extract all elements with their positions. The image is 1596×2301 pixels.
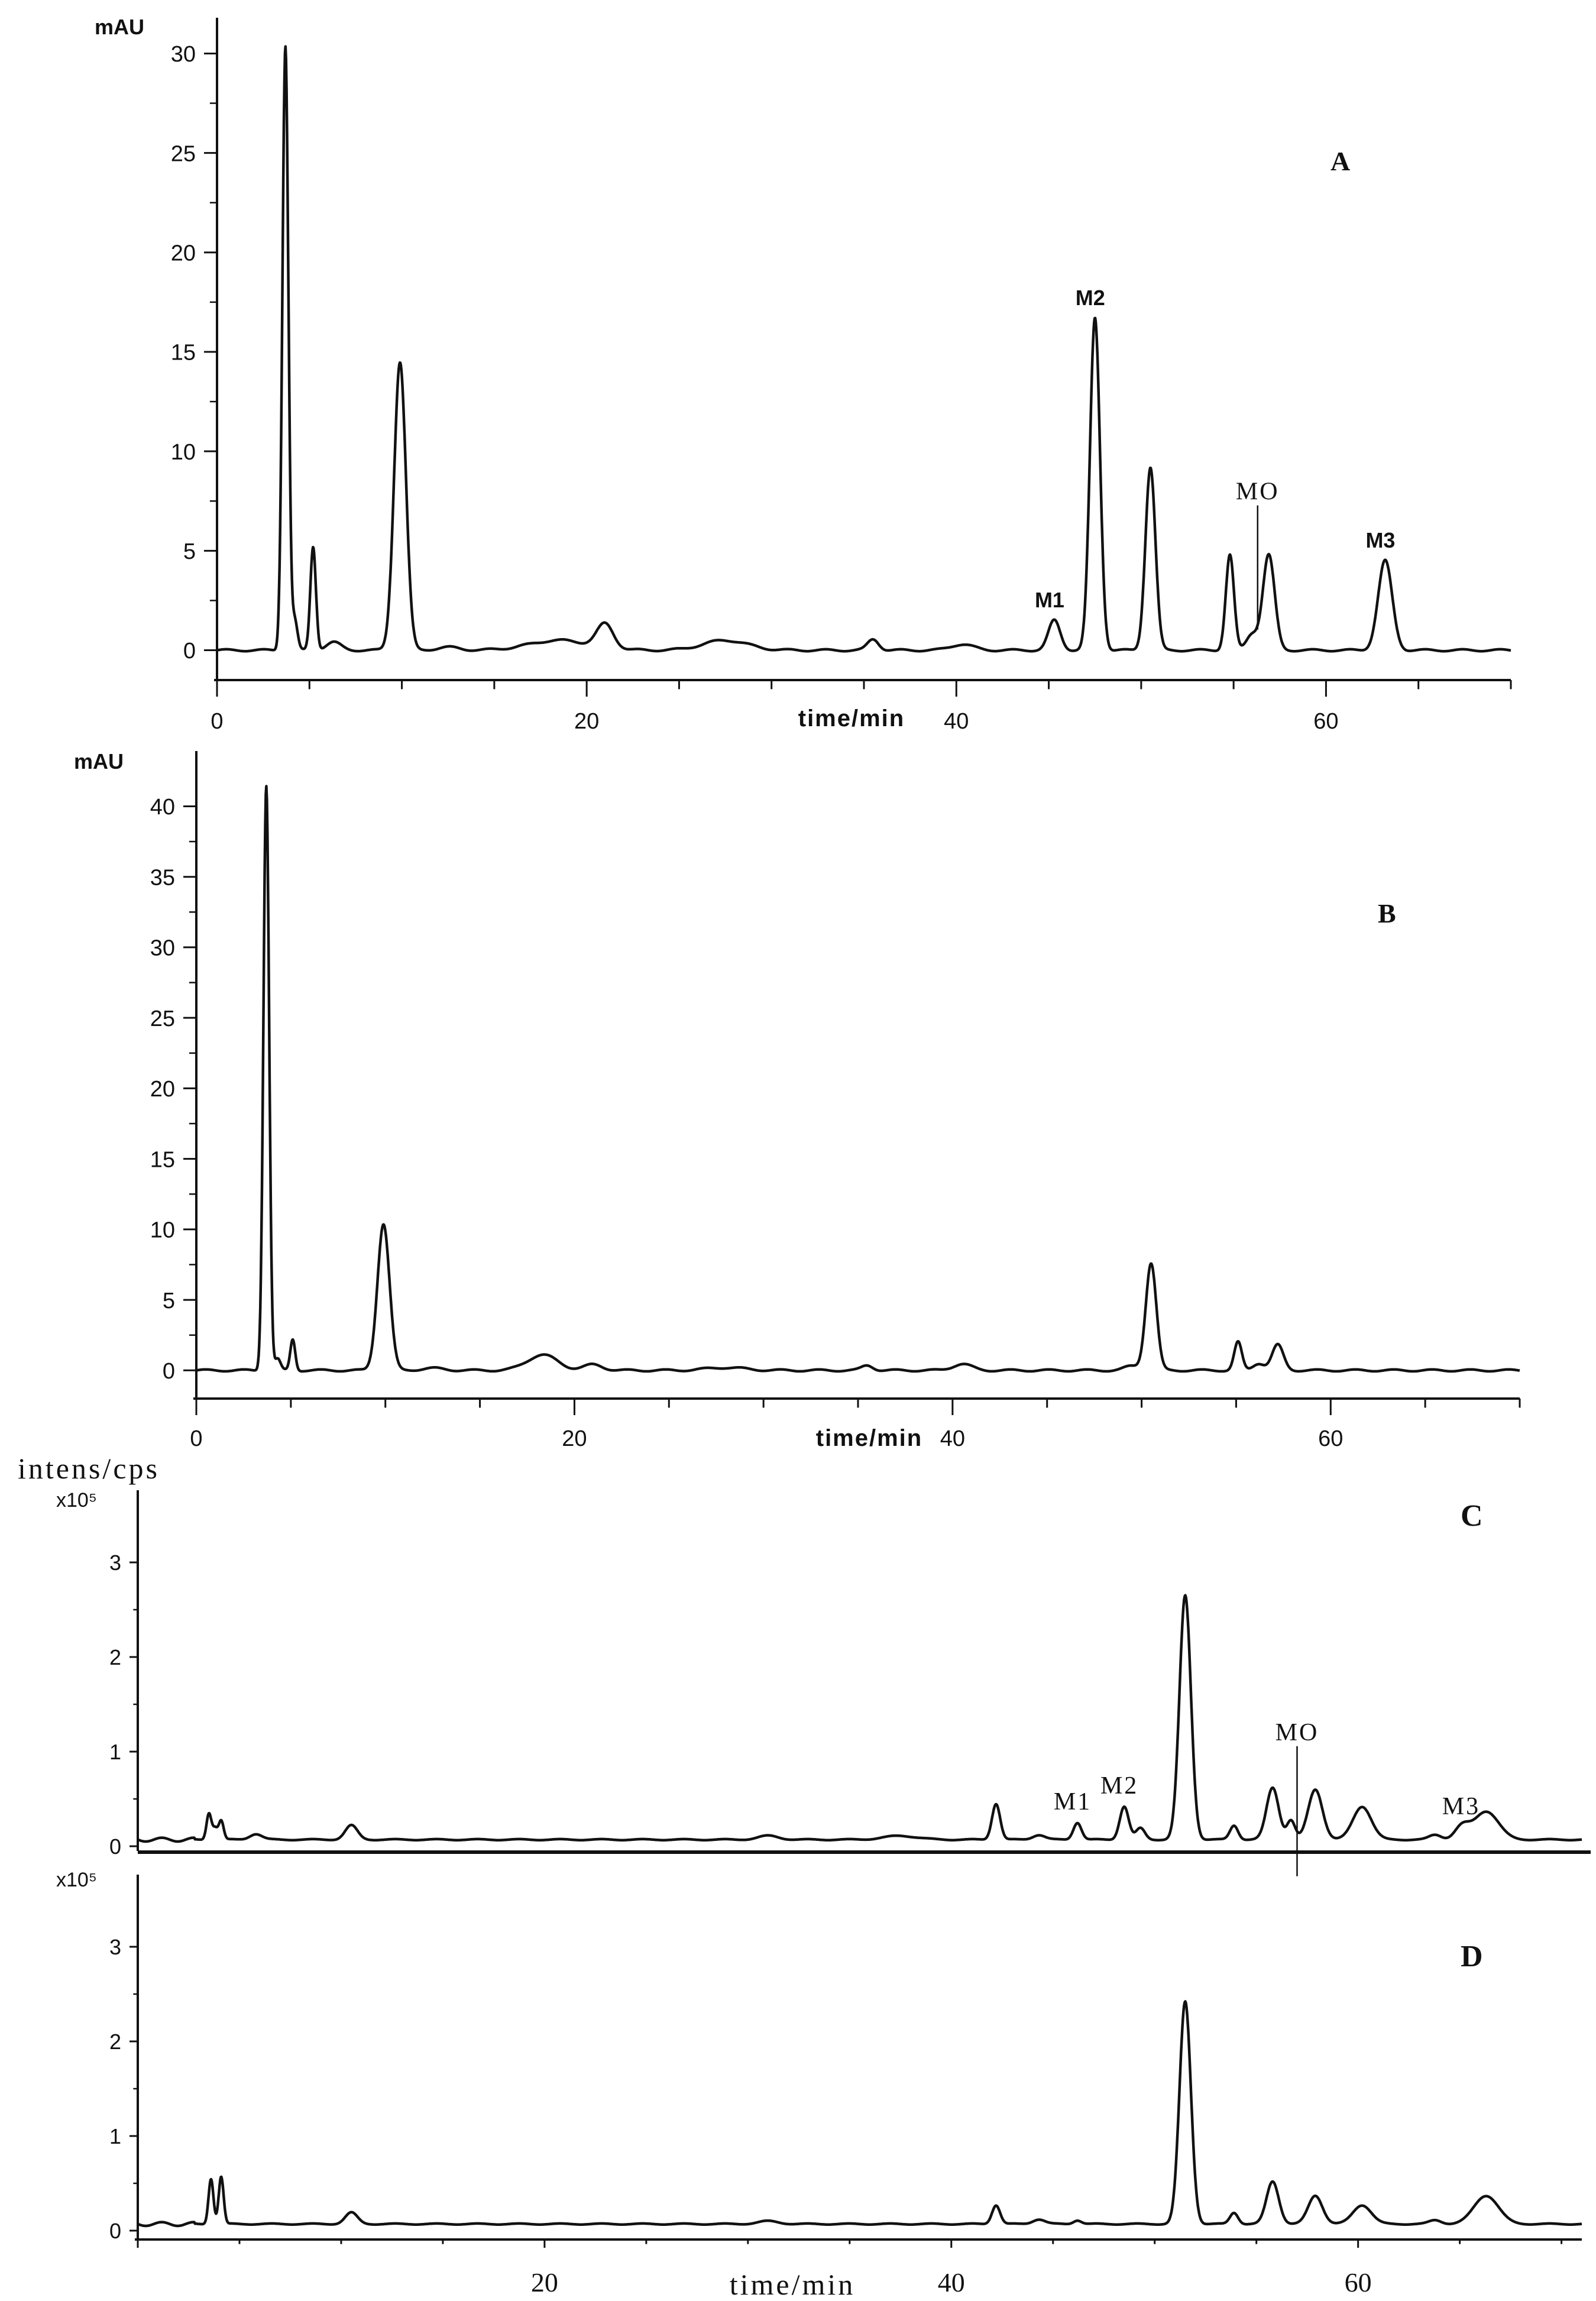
panel-label: D: [1461, 1940, 1483, 1973]
chromatogram-trace: [137, 1594, 1583, 1843]
y-tick-label: 25: [171, 141, 196, 166]
panel-label: B: [1378, 898, 1396, 928]
y-tick-label: 5: [163, 1289, 175, 1313]
x-tick-label: 20: [531, 2267, 558, 2297]
x-tick-label: 0: [211, 709, 223, 734]
x-tick-label: 60: [1318, 1426, 1343, 1451]
chart-panel-b: 0 5 10 15 20 25 30 35 40 0 20 40 60 time/min mAU B: [74, 749, 1521, 1451]
x-tick-label: 20: [574, 709, 599, 734]
y-tick-label: 20: [150, 1077, 175, 1102]
y-tick-label: 1: [109, 2124, 121, 2148]
chart-panel-a: 0 5 10 15 20 25 30 0 20 40 60 time/min mAU M1 M2 MO M3 A: [95, 15, 1512, 734]
y-tick-label: 30: [150, 936, 175, 961]
y-tick-label: 10: [150, 1218, 175, 1243]
y-tick-label: 20: [171, 241, 196, 266]
y-tick-label: 10: [171, 440, 196, 465]
y-tick-label: 15: [171, 341, 196, 365]
y-tick-label: 5: [183, 539, 196, 564]
x-axis-title: time/min: [798, 705, 905, 732]
panel-label: C: [1461, 1499, 1483, 1533]
y-tick-label: 2: [109, 1645, 121, 1669]
x-tick-label: 20: [562, 1426, 587, 1451]
peak-annotation: M1: [1035, 588, 1064, 612]
x-tick-label: 0: [190, 1426, 202, 1451]
y-axis-multiplier: x10⁵: [56, 1869, 97, 1891]
x-axis-title: time/min: [816, 1425, 922, 1451]
peak-annotation: M3: [1365, 528, 1395, 552]
y-tick-label: 1: [109, 1740, 121, 1764]
chromatogram-trace: [195, 785, 1521, 1373]
peak-annotation: M2: [1100, 1772, 1138, 1800]
chromatogram-trace: [216, 45, 1512, 653]
chart-panel-d: 0 1 2 3 20 40 60 time/min x10⁵ D: [56, 1869, 1583, 2301]
peak-annotation: M2: [1076, 286, 1105, 310]
y-tick-label: 25: [150, 1007, 175, 1031]
y-axis-title: intens/cps: [18, 1452, 160, 1485]
peak-annotation: M1: [1054, 1788, 1092, 1815]
x-tick-label: 40: [938, 2267, 965, 2297]
peak-annotation: MO: [1236, 478, 1280, 506]
y-tick-label: 3: [109, 1935, 121, 1959]
chart-panel-c: 0 1 2 3 intens/cps x10⁵ M1 M2 MO M3 C: [18, 1452, 1591, 1876]
x-axis-title: time/min: [730, 2268, 856, 2301]
y-tick-label: 3: [109, 1551, 121, 1575]
y-tick-label: 0: [109, 2219, 121, 2243]
x-tick-label: 60: [1313, 709, 1338, 734]
y-axis-title: mAU: [95, 15, 144, 39]
x-tick-label: 60: [1345, 2267, 1372, 2297]
y-tick-label: 2: [109, 2030, 121, 2054]
panel-label: A: [1330, 146, 1350, 176]
y-tick-label: 0: [163, 1359, 175, 1384]
y-tick-label: 35: [150, 865, 175, 890]
y-tick-label: 15: [150, 1147, 175, 1172]
chromatogram-trace: [137, 2000, 1583, 2228]
y-tick-label: 0: [109, 1834, 121, 1859]
y-tick-label: 40: [150, 795, 175, 820]
peak-annotation: MO: [1275, 1719, 1319, 1746]
y-axis-multiplier: x10⁵: [56, 1489, 97, 1512]
y-tick-label: 30: [171, 42, 196, 67]
y-tick-label: 0: [183, 639, 196, 664]
peak-annotation: M3: [1442, 1793, 1480, 1820]
x-tick-label: 40: [940, 1426, 965, 1451]
x-tick-label: 40: [944, 709, 969, 734]
y-axis-title: mAU: [74, 749, 124, 774]
